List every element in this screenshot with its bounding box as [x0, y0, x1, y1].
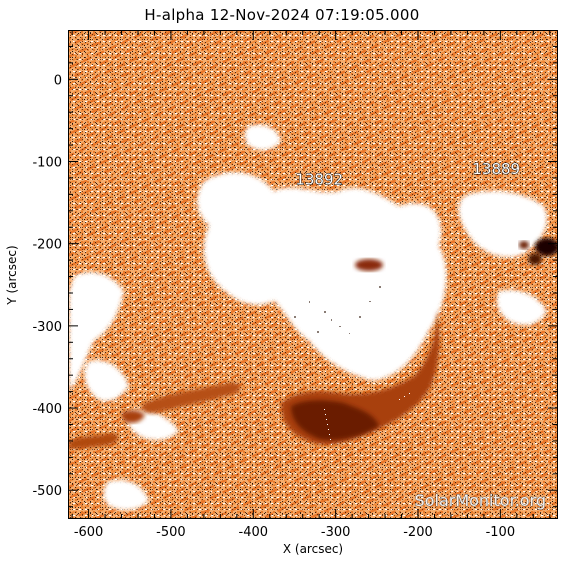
x-tick-label: -200 — [403, 525, 433, 540]
x-tick-label: -600 — [74, 525, 104, 540]
y-tick-label: -500 — [32, 484, 62, 499]
plot-title: H-alpha 12-Nov-2024 07:19:05.000 — [144, 6, 420, 24]
solar-image — [68, 30, 558, 519]
active-region-label: 13889 — [472, 160, 520, 178]
y-axis: 0 -100 -200 -300 -400 -500 — [32, 45, 558, 508]
filament-dots — [324, 393, 410, 445]
x-axis-title: X (arcsec) — [283, 542, 343, 556]
sunspots — [355, 238, 557, 271]
active-region-label: 13892 — [295, 171, 343, 189]
watermark: SolarMonitor.org — [415, 491, 546, 510]
x-tick-label: -100 — [486, 525, 516, 540]
plage-speckles — [294, 286, 381, 334]
y-tick-label: -100 — [32, 155, 62, 170]
y-tick-label: -300 — [32, 320, 62, 335]
x-tick-label: -500 — [156, 525, 186, 540]
y-axis-title: Y (arcsec) — [5, 245, 19, 305]
x-tick-label: -300 — [321, 525, 351, 540]
y-tick-label: -200 — [32, 238, 62, 253]
halpha-image — [69, 31, 557, 518]
plage-regions — [69, 124, 548, 511]
y-tick-label: -400 — [32, 402, 62, 417]
x-axis: -600 -500 -400 -300 -200 -100 — [71, 30, 551, 540]
filament — [69, 311, 440, 449]
x-tick-label: -400 — [239, 525, 269, 540]
y-tick-label: 0 — [54, 73, 62, 88]
active-region-labels: 13892 13889 — [295, 159, 521, 189]
